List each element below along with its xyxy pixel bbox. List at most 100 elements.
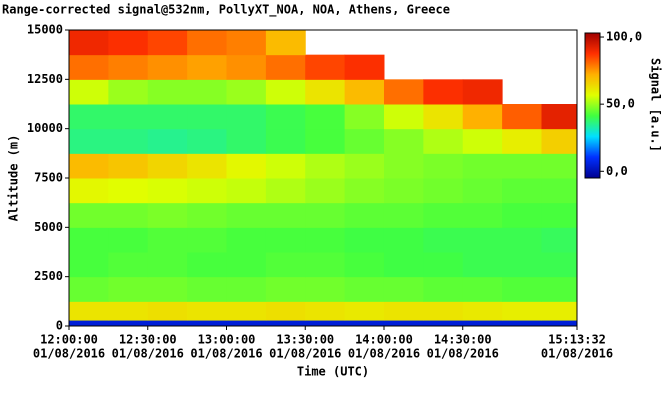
x-tick-date: 01/08/2016 [269, 347, 341, 361]
heatmap-cell [344, 54, 385, 80]
heatmap-cell [69, 320, 109, 327]
heatmap-cell [502, 320, 542, 327]
heatmap-cell [344, 301, 385, 321]
heatmap-cell [69, 202, 109, 228]
x-tick-label: 12:30:00 [119, 333, 177, 347]
heatmap-cell [108, 54, 149, 80]
x-tick-date: 01/08/2016 [33, 347, 105, 361]
heatmap-cell [541, 320, 578, 327]
y-tick-label: 15000 [27, 23, 63, 37]
heatmap-cell [108, 30, 149, 56]
heatmap-cell [187, 320, 227, 327]
heatmap-cell [462, 79, 503, 105]
heatmap-cell [265, 202, 306, 228]
heatmap-cell [423, 79, 464, 105]
heatmap-cell [502, 153, 542, 179]
heatmap-cell [502, 227, 542, 253]
heatmap-cell [502, 276, 542, 302]
heatmap-cell [226, 104, 267, 130]
heatmap-cell [265, 104, 306, 130]
heatmap-cell [423, 301, 464, 321]
colorbar-tick-label: 50,0 [606, 97, 635, 111]
heatmap-cell [108, 227, 149, 253]
heatmap-cell [265, 30, 306, 56]
heatmap-cell [108, 79, 149, 105]
heatmap-cell [462, 202, 503, 228]
heatmap-cell [344, 276, 385, 302]
heatmap-cell [108, 252, 149, 278]
x-tick-date: 01/08/2016 [541, 347, 613, 361]
heatmap-cell [541, 301, 578, 321]
heatmap-cell [226, 252, 267, 278]
heatmap-cell [344, 202, 385, 228]
heatmap-cell [147, 104, 188, 130]
heatmap-cell [305, 276, 346, 302]
heatmap-cell [147, 153, 188, 179]
heatmap-cell [462, 128, 503, 154]
heatmap-cell [423, 153, 464, 179]
heatmap-cell [305, 301, 346, 321]
heatmap-cell [187, 178, 227, 204]
heatmap-cell [541, 276, 578, 302]
heatmap-cell [147, 320, 188, 327]
heatmap-cell [147, 30, 188, 56]
x-tick-label: 14:30:00 [434, 333, 492, 347]
heatmap-cell [305, 153, 346, 179]
heatmap-cell [108, 301, 149, 321]
heatmap-cell [462, 301, 503, 321]
heatmap-cell [108, 202, 149, 228]
heatmap-cell [187, 301, 227, 321]
heatmap-cell [226, 153, 267, 179]
x-tick-label: 14:00:00 [355, 333, 413, 347]
colorbar-tick-label: 0,0 [606, 164, 628, 178]
heatmap-cell [108, 153, 149, 179]
heatmap-cell [305, 79, 346, 105]
heatmap-cell [69, 178, 109, 204]
heatmap-cell [423, 276, 464, 302]
heatmap-cell [383, 128, 424, 154]
heatmap-cell [147, 79, 188, 105]
heatmap-cell [69, 128, 109, 154]
heatmap-cell [147, 128, 188, 154]
heatmap-cell [541, 104, 578, 130]
heatmap-cell [423, 104, 464, 130]
heatmap-cell [147, 54, 188, 80]
heatmap-cell [265, 252, 306, 278]
x-tick-label: 13:30:00 [276, 333, 334, 347]
heatmap-cell [187, 202, 227, 228]
heatmap-cell [187, 276, 227, 302]
y-tick-label: 12500 [27, 72, 63, 86]
heatmap-cell [187, 30, 227, 56]
heatmap-cell [541, 202, 578, 228]
heatmap-cell [226, 202, 267, 228]
heatmap-cell [226, 54, 267, 80]
heatmap-cell [305, 178, 346, 204]
heatmap-cell [344, 178, 385, 204]
heatmap-cell [344, 252, 385, 278]
heatmap-cell [69, 276, 109, 302]
heatmap-cell [541, 252, 578, 278]
x-tick-date: 01/08/2016 [348, 347, 420, 361]
heatmap-cell [226, 301, 267, 321]
heatmap-cell [344, 320, 385, 327]
heatmap-cell [305, 227, 346, 253]
heatmap-cell [462, 227, 503, 253]
heatmap-cell [226, 79, 267, 105]
heatmap-cell [226, 30, 267, 56]
heatmap-cell [265, 153, 306, 179]
chart-title: Range-corrected signal@532nm, PollyXT_NO… [2, 3, 450, 18]
heatmap-cell [305, 128, 346, 154]
heatmap-cell [423, 227, 464, 253]
heatmap-cell [541, 153, 578, 179]
heatmap-cell [69, 79, 109, 105]
heatmap-cell [147, 301, 188, 321]
heatmap-cell [462, 178, 503, 204]
heatmap-cell [187, 128, 227, 154]
heatmap-cell [69, 30, 109, 56]
heatmap-cell [187, 79, 227, 105]
heatmap-cell [462, 104, 503, 130]
heatmap-cell [147, 178, 188, 204]
heatmap-cell [147, 202, 188, 228]
heatmap-cell [305, 252, 346, 278]
heatmap-cell [383, 227, 424, 253]
